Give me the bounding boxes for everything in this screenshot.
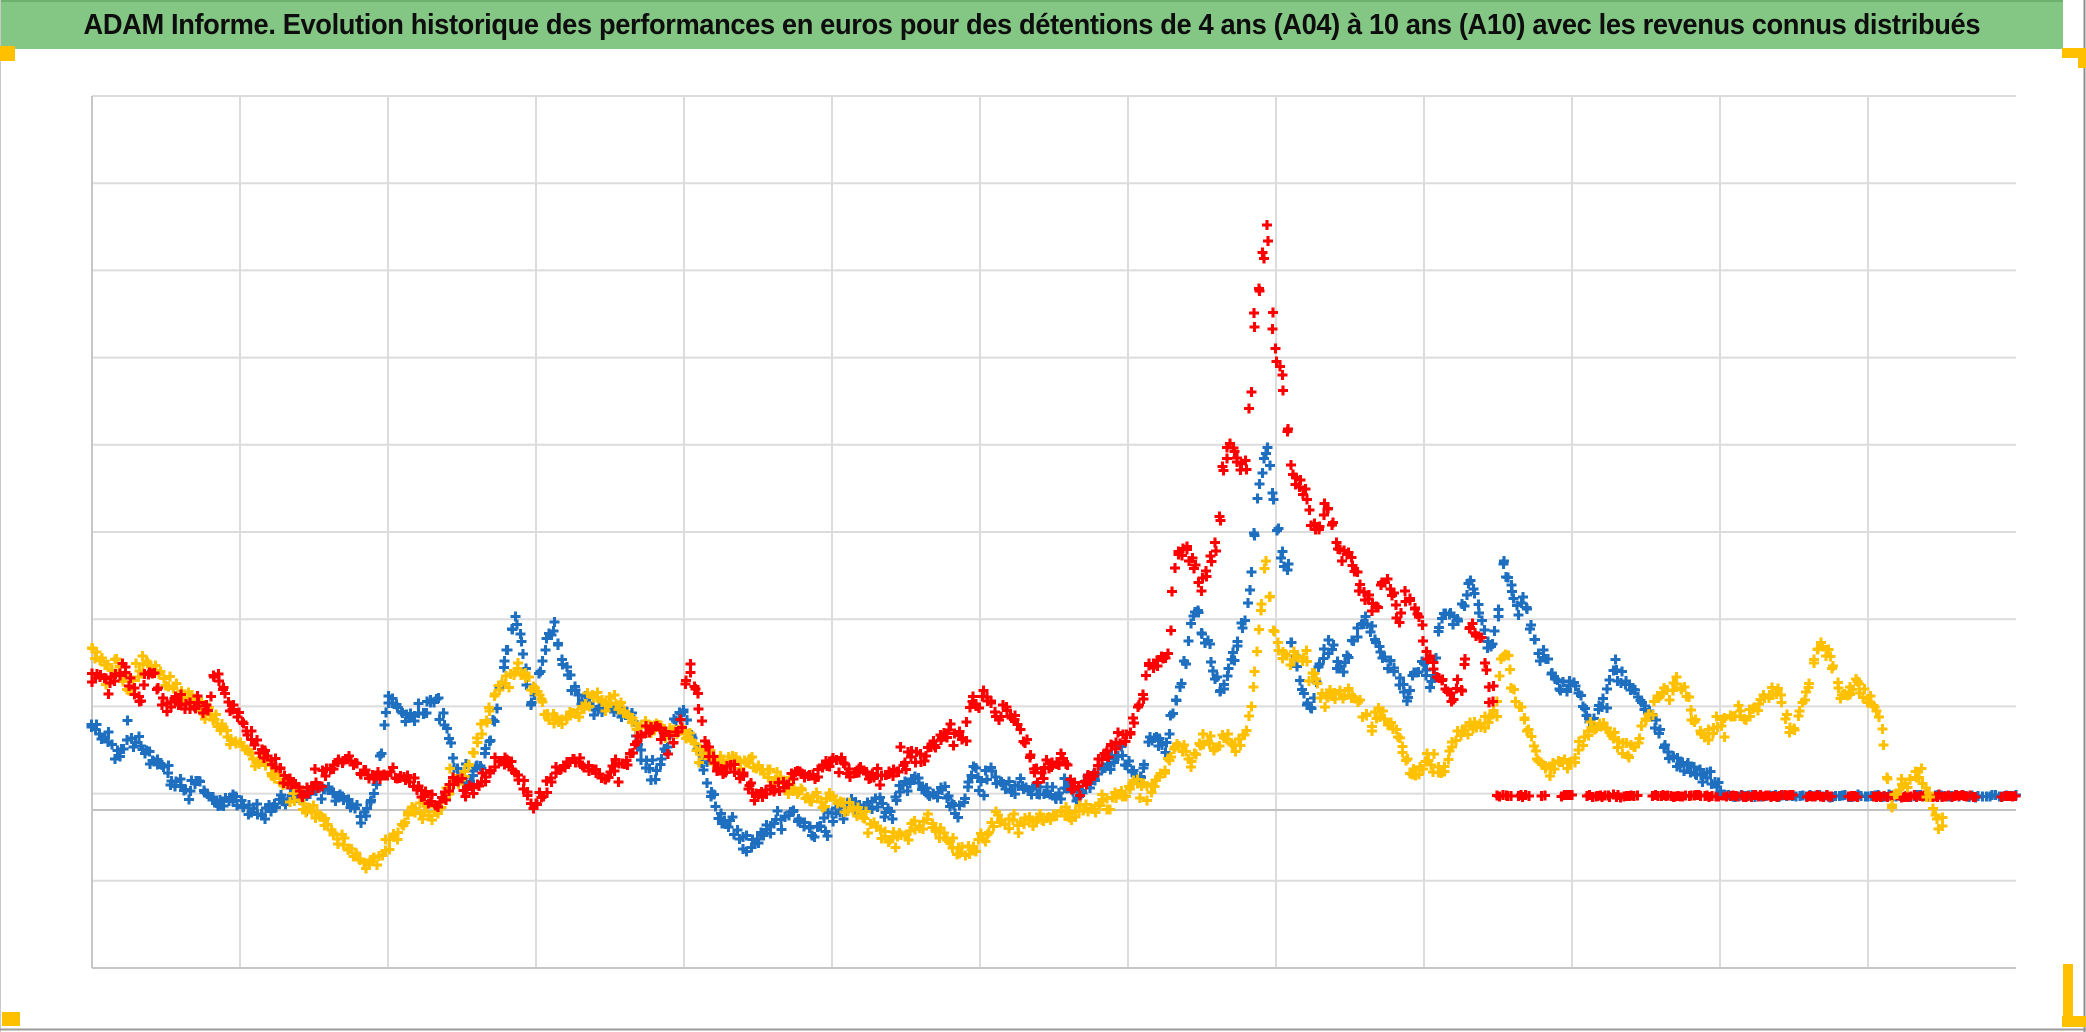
- corner-marker-bottom-right-vertical: [2063, 964, 2073, 1020]
- corner-marker-bottom-right: [2062, 1016, 2086, 1027]
- gridlines: [91, 95, 2016, 969]
- corner-marker-top-left: [0, 46, 15, 61]
- page-title: ADAM Informe. Evolution historique des p…: [83, 9, 1980, 41]
- series-red-markers: [87, 220, 1499, 814]
- title-bar: ADAM Informe. Evolution historique des p…: [0, 0, 2063, 49]
- plot-border: [91, 96, 2016, 969]
- corner-marker-bottom-left: [2, 1012, 20, 1026]
- corner-marker-top-right-vertical: [2078, 48, 2086, 68]
- corner-marker-top-right: [2062, 48, 2086, 58]
- series-blue-markers: [86, 442, 1726, 857]
- series-red-baseline-markers: [1492, 789, 2021, 803]
